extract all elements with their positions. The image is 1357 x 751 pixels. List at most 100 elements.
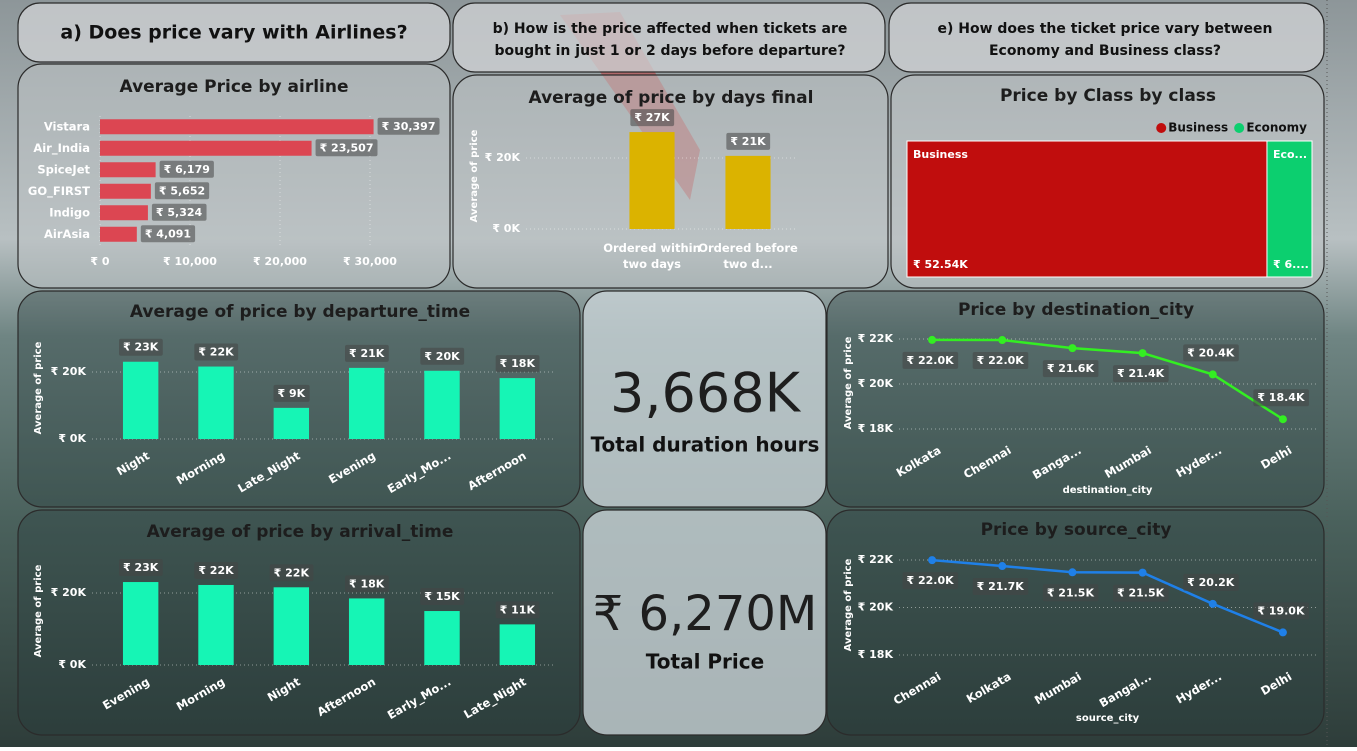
data-label: ₹ 18K <box>500 357 536 370</box>
label-bg <box>140 225 196 243</box>
label-bg <box>345 344 389 362</box>
card-panel <box>582 509 827 736</box>
point <box>998 336 1007 345</box>
data-label: ₹ 9K <box>277 387 305 400</box>
y-tick-label: ₹ 18K <box>858 648 894 661</box>
legend-swatch <box>1156 123 1167 133</box>
data-label: ₹ 20K <box>424 350 460 363</box>
y-tick-label: Air_India <box>33 141 90 156</box>
point <box>1068 568 1077 577</box>
tile-value: ₹ 6.... <box>1273 258 1309 271</box>
label-bg <box>1042 360 1099 378</box>
label-bg <box>420 347 465 365</box>
point <box>998 562 1007 571</box>
label-bg <box>273 384 310 402</box>
label-bg <box>159 160 214 178</box>
data-label: ₹ 5,652 <box>159 184 205 197</box>
legend-swatch <box>1234 123 1245 133</box>
y-tick-label: Vistara <box>44 119 90 133</box>
x-tick-label: Ordered within two days <box>603 241 701 271</box>
y-tick-label: ₹ 20K <box>858 377 894 390</box>
label-bg <box>315 139 378 157</box>
bar <box>122 582 159 665</box>
label-bg <box>119 559 163 577</box>
x-tick-label: ₹ 10,000 <box>163 255 217 268</box>
y-tick-label: ₹ 22K <box>858 553 894 566</box>
label-bg <box>1253 389 1309 407</box>
data-label: ₹ 18.4K <box>1257 391 1305 404</box>
header-box <box>452 2 886 73</box>
y-tick-label: GO_FIRST <box>28 184 90 199</box>
header-box <box>888 2 1325 73</box>
y-tick-label: AirAsia <box>44 227 90 241</box>
label-bg <box>495 355 540 373</box>
label-bg <box>726 132 771 150</box>
card-panel <box>582 290 827 508</box>
bar <box>629 132 675 229</box>
chart-title: Average of price by arrival_time <box>147 522 454 542</box>
label-bg <box>630 109 675 127</box>
label-bg <box>902 351 959 369</box>
panel <box>826 509 1325 736</box>
line <box>932 338 1284 421</box>
label-bg <box>1042 584 1099 602</box>
bar <box>273 407 310 439</box>
data-label: ₹ 22.0K <box>907 354 955 367</box>
label-bg <box>420 588 465 606</box>
bar <box>100 140 312 156</box>
chart-title: Average of price by days final <box>529 88 814 108</box>
chart-title: Price by destination_city <box>958 300 1194 320</box>
y-axis-label: Average of price <box>33 341 44 434</box>
card-label: Total Price <box>646 650 764 674</box>
label-bg <box>972 578 1029 596</box>
legend-label: Business <box>1168 121 1228 135</box>
bar <box>122 361 159 439</box>
y-tick-label: ₹ 0K <box>58 432 86 445</box>
label-bg <box>902 572 959 590</box>
bar <box>100 183 151 199</box>
y-axis-label: Average of price <box>33 564 44 657</box>
y-tick-label: ₹ 22K <box>858 332 894 345</box>
label-bg <box>194 561 239 579</box>
data-label: ₹ 21.5K <box>1117 587 1165 600</box>
label-bg <box>1253 602 1309 620</box>
data-label: ₹ 27K <box>634 111 670 124</box>
data-label: ₹ 11K <box>500 603 536 616</box>
tile-value: ₹ 52.54K <box>913 258 968 271</box>
label-bg <box>154 182 210 200</box>
point <box>1278 415 1287 424</box>
data-label: ₹ 22K <box>274 566 310 579</box>
x-tick-label: Ordered before two d... <box>698 241 798 271</box>
point <box>1278 628 1287 637</box>
y-axis-label: Average of price <box>843 558 854 651</box>
bar <box>725 155 771 229</box>
data-label: ₹ 22K <box>198 346 234 359</box>
header-text: e) How does the ticket price vary betwee… <box>937 21 1273 59</box>
x-axis-label: source_city <box>1076 713 1140 724</box>
tile-label: Business <box>913 148 968 161</box>
label-bg <box>269 564 314 582</box>
bar <box>499 624 536 665</box>
bar <box>499 378 536 439</box>
y-tick-label: SpiceJet <box>37 162 90 176</box>
bar <box>424 611 460 665</box>
data-label: ₹ 22K <box>198 564 234 577</box>
y-tick-label: ₹ 20K <box>51 586 87 599</box>
data-label: ₹ 23,507 <box>320 141 374 154</box>
x-axis-label: destination_city <box>1063 485 1153 496</box>
bar <box>100 226 137 242</box>
point <box>1208 370 1217 379</box>
header-text: b) How is the price affected when ticket… <box>492 21 848 59</box>
x-tick-label: ₹ 0 <box>90 255 109 268</box>
data-label: ₹ 21.7K <box>977 580 1025 593</box>
x-tick-wrap: Ordered before two d... <box>698 241 798 271</box>
bar <box>348 598 385 665</box>
legend-label: Economy <box>1246 121 1307 135</box>
label-bg <box>1113 365 1169 383</box>
bar <box>100 205 148 221</box>
chart-title: Price by Class by class <box>1000 86 1216 106</box>
data-label: ₹ 19.0K <box>1257 604 1305 617</box>
y-axis-label: Average of price <box>469 129 480 222</box>
label-bg <box>377 117 440 135</box>
